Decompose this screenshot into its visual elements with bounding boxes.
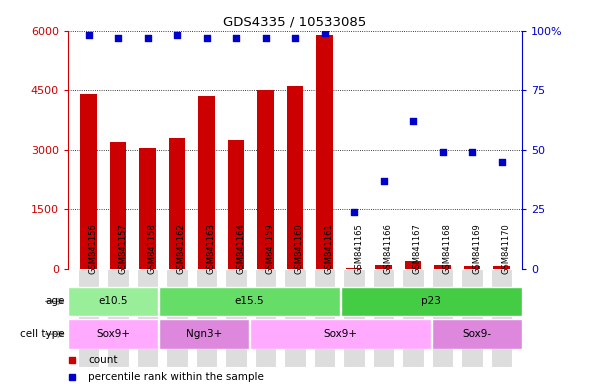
FancyBboxPatch shape xyxy=(225,269,247,367)
Point xyxy=(467,149,477,155)
FancyBboxPatch shape xyxy=(107,269,129,367)
Text: Sox9+: Sox9+ xyxy=(96,329,130,339)
Text: GSM841164: GSM841164 xyxy=(236,223,245,274)
Bar xyxy=(346,268,362,269)
FancyBboxPatch shape xyxy=(68,287,158,316)
Text: percentile rank within the sample: percentile rank within the sample xyxy=(88,372,264,382)
Bar xyxy=(287,86,303,269)
Bar xyxy=(405,261,421,269)
Text: p23: p23 xyxy=(421,296,441,306)
Bar xyxy=(139,148,156,269)
Point xyxy=(113,35,123,41)
Text: count: count xyxy=(88,354,118,364)
Point xyxy=(290,35,300,41)
FancyBboxPatch shape xyxy=(341,287,522,316)
Text: GSM841167: GSM841167 xyxy=(413,223,422,274)
FancyBboxPatch shape xyxy=(314,269,335,367)
FancyBboxPatch shape xyxy=(284,269,306,367)
Bar xyxy=(434,265,451,269)
Point xyxy=(143,35,152,41)
Text: Sox9+: Sox9+ xyxy=(323,329,358,339)
Bar xyxy=(464,266,480,269)
Text: cell type: cell type xyxy=(20,329,65,339)
Text: GSM841158: GSM841158 xyxy=(148,223,156,274)
Text: GSM841162: GSM841162 xyxy=(177,223,186,274)
FancyBboxPatch shape xyxy=(159,287,340,316)
Text: GSM841168: GSM841168 xyxy=(442,223,451,274)
Text: e15.5: e15.5 xyxy=(235,296,264,306)
FancyBboxPatch shape xyxy=(373,269,394,367)
Bar xyxy=(375,265,392,269)
Point xyxy=(84,32,93,38)
Bar xyxy=(80,94,97,269)
Text: GSM841159: GSM841159 xyxy=(266,223,274,274)
Bar xyxy=(228,140,244,269)
Text: GSM841157: GSM841157 xyxy=(118,223,127,274)
Bar xyxy=(493,266,510,269)
Text: GSM841169: GSM841169 xyxy=(472,223,481,274)
Text: Sox9-: Sox9- xyxy=(462,329,491,339)
Point xyxy=(349,209,359,215)
FancyBboxPatch shape xyxy=(402,269,424,367)
FancyBboxPatch shape xyxy=(196,269,217,367)
Point xyxy=(497,159,506,165)
Text: GSM841170: GSM841170 xyxy=(502,223,510,274)
Point xyxy=(320,30,329,36)
Point xyxy=(202,35,211,41)
Text: GSM841165: GSM841165 xyxy=(354,223,363,274)
FancyBboxPatch shape xyxy=(432,319,522,349)
Text: GSM841156: GSM841156 xyxy=(88,223,97,274)
Bar xyxy=(257,90,274,269)
Point xyxy=(172,32,182,38)
FancyBboxPatch shape xyxy=(166,269,188,367)
FancyBboxPatch shape xyxy=(250,319,431,349)
Text: GSM841161: GSM841161 xyxy=(324,223,333,274)
FancyBboxPatch shape xyxy=(68,319,158,349)
Title: GDS4335 / 10533085: GDS4335 / 10533085 xyxy=(224,15,366,28)
Bar xyxy=(169,138,185,269)
Text: GSM841163: GSM841163 xyxy=(206,223,215,274)
FancyBboxPatch shape xyxy=(461,269,483,367)
Text: age: age xyxy=(45,296,65,306)
Point xyxy=(261,35,270,41)
FancyBboxPatch shape xyxy=(137,269,158,367)
Bar xyxy=(316,35,333,269)
Point xyxy=(379,178,388,184)
Point xyxy=(438,149,447,155)
Bar xyxy=(198,96,215,269)
Point xyxy=(231,35,241,41)
FancyBboxPatch shape xyxy=(343,269,365,367)
FancyBboxPatch shape xyxy=(432,269,453,367)
Text: e10.5: e10.5 xyxy=(99,296,128,306)
Point xyxy=(408,118,418,124)
FancyBboxPatch shape xyxy=(159,319,249,349)
Text: GSM841166: GSM841166 xyxy=(384,223,392,274)
Text: GSM841160: GSM841160 xyxy=(295,223,304,274)
Text: Ngn3+: Ngn3+ xyxy=(186,329,222,339)
FancyBboxPatch shape xyxy=(78,269,99,367)
FancyBboxPatch shape xyxy=(255,269,276,367)
FancyBboxPatch shape xyxy=(491,269,512,367)
Bar xyxy=(110,142,126,269)
